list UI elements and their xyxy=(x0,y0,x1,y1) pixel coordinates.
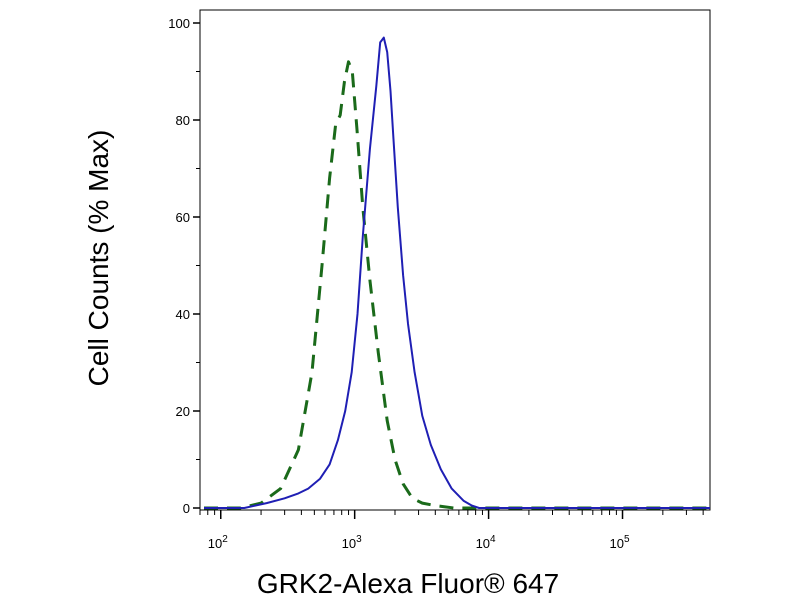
x-tick-label: 105 xyxy=(610,534,630,551)
y-axis-label: Cell Counts (% Max) xyxy=(83,130,114,387)
y-tick-label: 0 xyxy=(183,501,190,516)
y-tick-label: 80 xyxy=(176,113,190,128)
solid-series-line xyxy=(204,36,710,509)
plot-frame xyxy=(199,9,711,511)
x-tick-label: 104 xyxy=(476,534,496,551)
dashed-series-line xyxy=(204,60,710,510)
y-tick-label: 100 xyxy=(168,16,190,31)
y-tick-label: 40 xyxy=(176,307,190,322)
x-axis-label: GRK2-Alexa Fluor® 647 xyxy=(257,568,559,599)
x-tick-label: 102 xyxy=(208,534,228,551)
y-tick-label: 60 xyxy=(176,210,190,225)
y-tick-label: 20 xyxy=(176,404,190,419)
x-tick-label: 103 xyxy=(342,534,362,551)
